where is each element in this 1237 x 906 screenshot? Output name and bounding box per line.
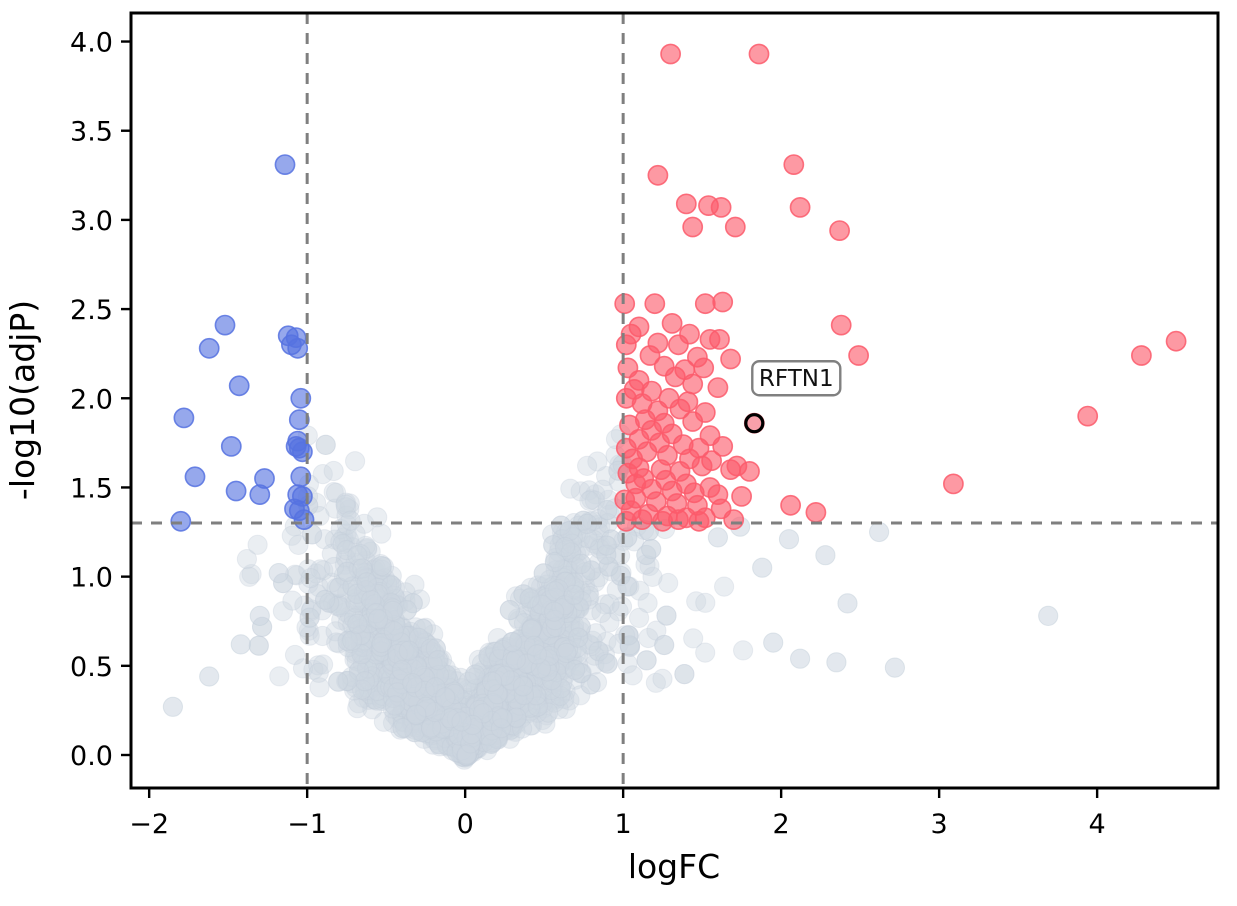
y-axis-ticks: 0.0 0.5 1.0 1.5 2.0 2.5 3.0 3.5 4.0 bbox=[70, 28, 131, 772]
data-point bbox=[198, 337, 220, 359]
data-point bbox=[623, 378, 645, 400]
y-tick-label: 1.0 bbox=[70, 563, 113, 594]
data-point bbox=[644, 293, 666, 315]
x-axis-ticks: −2 −1 0 1 2 3 4 bbox=[129, 788, 1106, 840]
data-point bbox=[661, 312, 683, 334]
annotation-label-box bbox=[751, 360, 842, 397]
data-point bbox=[848, 345, 870, 366]
data-point bbox=[668, 509, 689, 530]
data-point bbox=[724, 216, 746, 238]
data-point bbox=[830, 314, 852, 336]
data-point bbox=[805, 502, 827, 523]
threshold-lines bbox=[131, 13, 1218, 788]
x-tick-label: 0 bbox=[457, 809, 474, 840]
data-point bbox=[1077, 405, 1099, 427]
data-point bbox=[625, 473, 647, 495]
data-point bbox=[1131, 345, 1152, 366]
y-tick-label: 4.0 bbox=[70, 28, 113, 59]
data-point bbox=[780, 494, 802, 516]
data-point bbox=[619, 414, 640, 436]
data-point bbox=[783, 154, 805, 176]
data-point bbox=[274, 154, 296, 176]
data-point bbox=[290, 387, 312, 409]
scatter-layer-not-significant bbox=[162, 424, 1059, 770]
data-point bbox=[712, 291, 734, 313]
data-point bbox=[285, 435, 307, 457]
data-point bbox=[668, 334, 689, 356]
data-point bbox=[614, 489, 636, 511]
data-point bbox=[249, 484, 271, 506]
y-tick-label: 1.5 bbox=[70, 473, 113, 504]
x-tick-label: 3 bbox=[931, 809, 948, 840]
data-point bbox=[288, 409, 310, 431]
annotation-label[interactable]: RFTN1 bbox=[751, 360, 842, 397]
data-point bbox=[225, 480, 247, 502]
data-point bbox=[170, 510, 192, 532]
data-point bbox=[682, 373, 704, 395]
data-point bbox=[720, 348, 742, 370]
x-tick-label: 4 bbox=[1089, 809, 1106, 840]
highlighted-point-marker[interactable] bbox=[744, 413, 765, 434]
data-point bbox=[664, 366, 686, 388]
data-point bbox=[173, 407, 195, 429]
data-point bbox=[739, 460, 760, 482]
data-point bbox=[682, 411, 704, 432]
data-point bbox=[622, 448, 644, 470]
data-point bbox=[682, 216, 704, 238]
data-point bbox=[660, 43, 682, 65]
data-point bbox=[693, 357, 715, 379]
data-point bbox=[731, 485, 753, 507]
data-point bbox=[789, 196, 811, 218]
data-point bbox=[617, 357, 639, 379]
data-point bbox=[720, 459, 742, 481]
data-point bbox=[829, 220, 851, 242]
data-point bbox=[631, 509, 653, 530]
data-point bbox=[228, 375, 250, 397]
y-tick-label: 0.5 bbox=[70, 652, 113, 683]
data-point bbox=[620, 323, 642, 345]
data-point bbox=[723, 509, 745, 530]
data-point bbox=[688, 510, 710, 532]
y-tick-label: 2.5 bbox=[70, 295, 113, 326]
data-point bbox=[220, 435, 242, 457]
scatter-group-downregulated bbox=[170, 154, 315, 532]
y-tick-label: 2.0 bbox=[70, 384, 113, 415]
y-tick-label: 0.0 bbox=[70, 741, 113, 772]
data-point bbox=[748, 43, 770, 65]
data-point bbox=[1165, 330, 1187, 352]
x-tick-label: 1 bbox=[615, 809, 632, 840]
data-point bbox=[709, 328, 730, 350]
annotation-label-text: RFTN1 bbox=[759, 366, 834, 392]
data-point bbox=[293, 509, 315, 530]
data-point bbox=[639, 345, 661, 366]
data-point bbox=[669, 398, 691, 420]
data-point bbox=[694, 293, 716, 315]
data-point bbox=[214, 314, 236, 336]
data-point bbox=[675, 193, 697, 215]
data-point bbox=[614, 293, 636, 315]
y-axis-title: -log10(adjP) bbox=[3, 300, 42, 500]
axes-frame bbox=[129, 11, 1220, 790]
data-point bbox=[184, 466, 206, 488]
data-point bbox=[691, 455, 713, 477]
annotation-layer: RFTN1 bbox=[744, 360, 842, 434]
data-point bbox=[287, 337, 309, 359]
data-point bbox=[647, 164, 669, 186]
data-point bbox=[943, 473, 964, 495]
y-tick-label: 3.0 bbox=[70, 206, 113, 237]
x-axis-title: logFC bbox=[628, 847, 720, 886]
y-tick-label: 3.5 bbox=[70, 117, 113, 148]
data-point bbox=[707, 377, 729, 399]
x-tick-label: −2 bbox=[129, 809, 169, 840]
data-point bbox=[698, 195, 719, 217]
x-tick-label: 2 bbox=[773, 809, 790, 840]
data-point bbox=[712, 435, 734, 457]
x-tick-label: −1 bbox=[287, 809, 327, 840]
